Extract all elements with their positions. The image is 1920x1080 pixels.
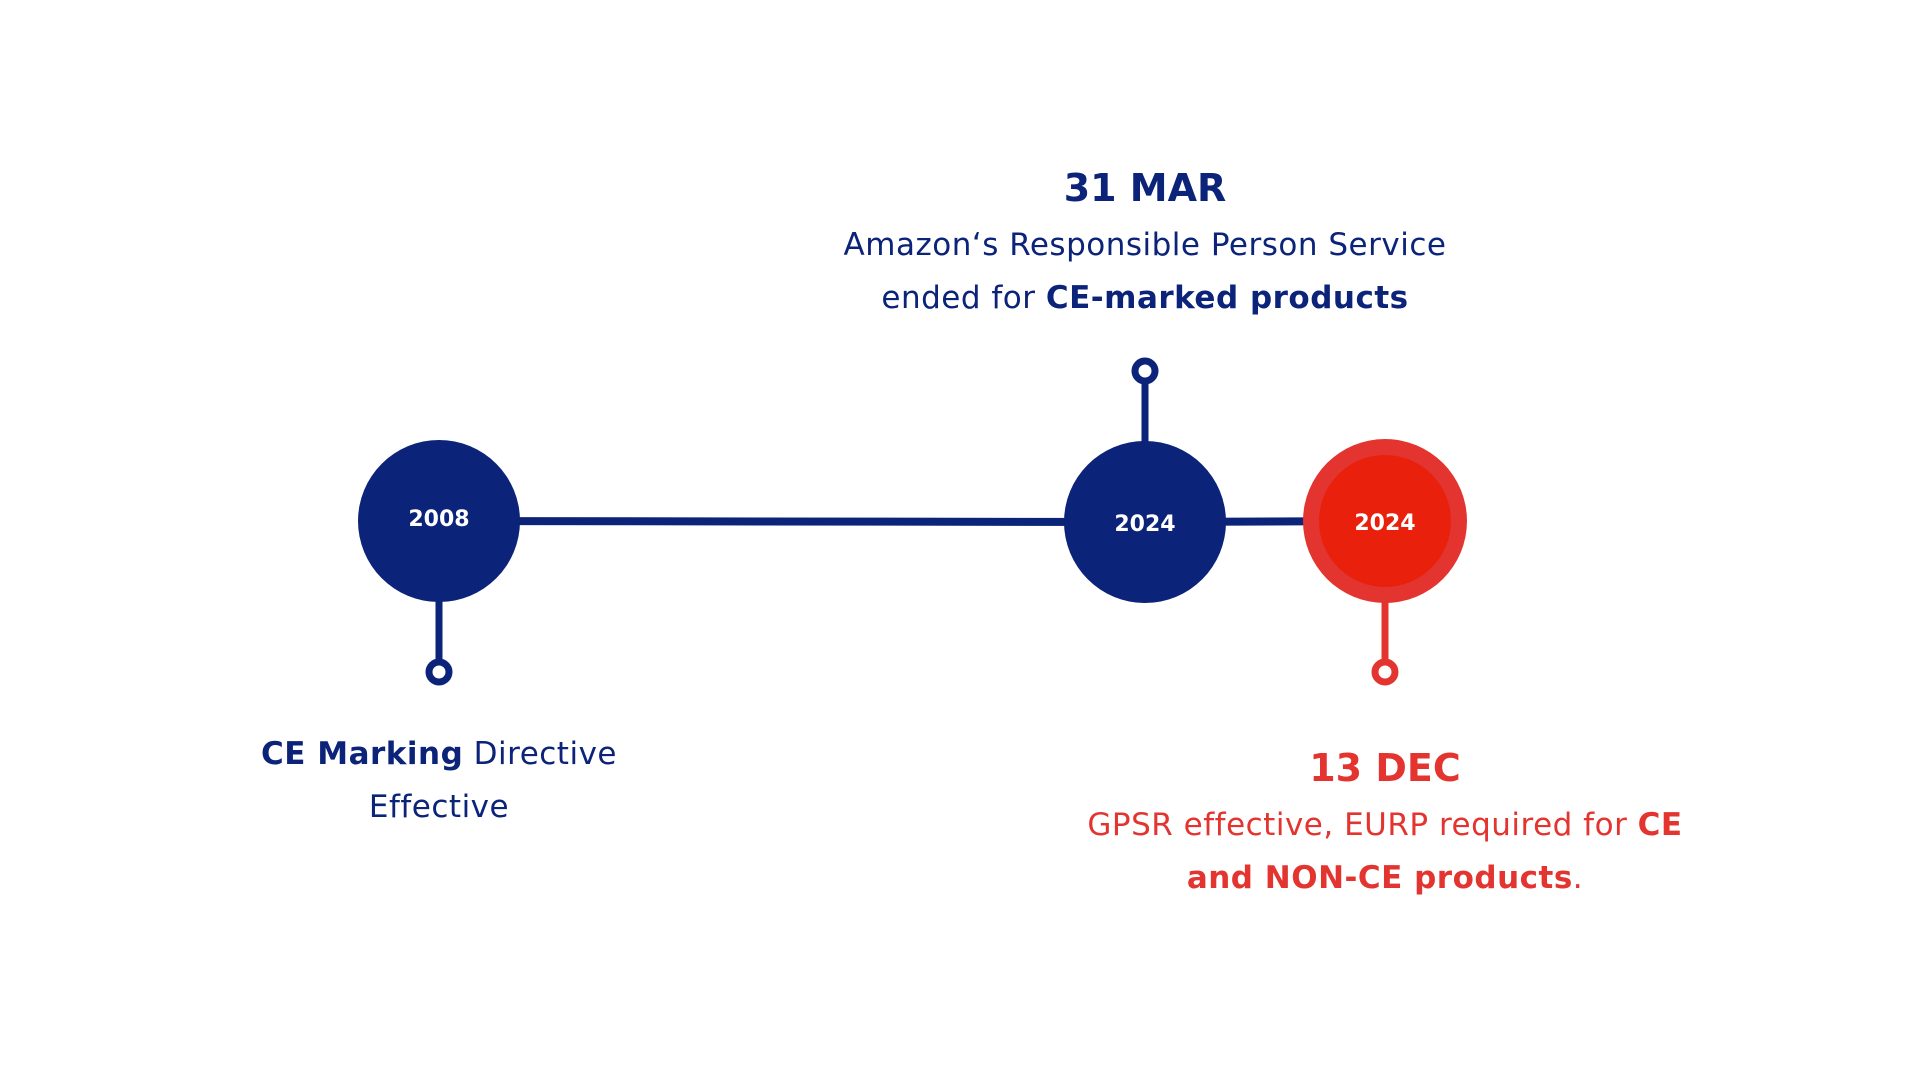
description-text: and NON-CE products: [1186, 860, 1573, 896]
description-line: GPSR effective, EURP required for CE: [1087, 799, 1682, 852]
description-line: ended for CE-marked products: [844, 272, 1447, 325]
event-text: 13 DEC GPSR effective, EURP required for …: [1087, 745, 1682, 905]
event-text: 31 MAR Amazon‘s Responsible Person Servic…: [844, 165, 1447, 325]
description-text: CE: [1637, 807, 1683, 843]
description-text: Effective: [368, 789, 510, 825]
timeline-connector: [438, 517, 1146, 526]
description-text: GPSR effective, EURP required for: [1087, 807, 1638, 843]
description-line: and NON-CE products.: [1087, 852, 1682, 905]
year-label: 2024: [1114, 512, 1175, 537]
description-text: Directive: [463, 736, 617, 772]
description-text: ended for: [881, 280, 1046, 316]
year-circle: [1064, 441, 1226, 603]
description-line: CE Marking Directive: [261, 728, 617, 781]
year-circle: [358, 440, 520, 602]
description-line: Effective: [261, 781, 617, 834]
event-date: 13 DEC: [1309, 746, 1461, 790]
description-text: CE-marked products: [1045, 280, 1409, 316]
stem-ring: [1371, 658, 1399, 686]
description-line: Amazon‘s Responsible Person Service: [844, 219, 1447, 272]
description-text: CE Marking: [261, 736, 464, 772]
stem-ring: [425, 658, 453, 686]
event-date: 31 MAR: [1063, 166, 1227, 210]
stem-ring: [1131, 357, 1159, 385]
description-text: .: [1572, 860, 1584, 896]
year-circle-inner: [1319, 455, 1451, 587]
description-text: Amazon‘s Responsible Person Service: [843, 227, 1447, 263]
year-label: 2008: [408, 507, 469, 532]
event-text: CE Marking Directive Effective: [261, 728, 617, 834]
year-label: 2024: [1354, 511, 1415, 536]
